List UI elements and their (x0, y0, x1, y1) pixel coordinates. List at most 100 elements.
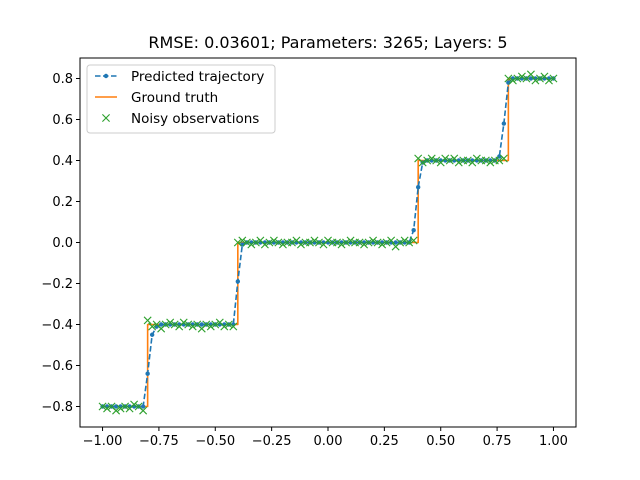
observation-marker (324, 236, 332, 245)
observation-marker (499, 154, 508, 163)
observation-marker (287, 238, 296, 247)
observation-marker (143, 316, 152, 325)
observation-marker (337, 240, 346, 249)
y-tick-label: 0.4 (52, 154, 73, 169)
observation-marker (409, 236, 418, 245)
observation-marker (513, 74, 522, 83)
predicted-point (199, 322, 204, 327)
observation-marker (202, 320, 211, 329)
y-tick-label: 0.6 (52, 113, 73, 128)
observation-marker (260, 240, 269, 249)
observation-marker (441, 154, 450, 163)
x-tick-label: 0.00 (314, 434, 343, 449)
observation-marker (251, 238, 260, 247)
y-tick-label: −0.6 (41, 359, 73, 374)
observation-marker (296, 240, 305, 249)
observation-marker (274, 238, 283, 247)
y-tick-label: 0.0 (52, 236, 73, 251)
x-tick-label: 0.75 (483, 434, 512, 449)
observation-marker (432, 156, 441, 165)
observation-marker (238, 236, 247, 245)
observation-marker (418, 158, 427, 167)
observation-marker (224, 320, 233, 329)
observation-marker (269, 236, 278, 245)
observation-marker (116, 404, 125, 413)
observation-marker (139, 406, 148, 415)
predicted-point (415, 184, 421, 190)
observation-marker (247, 240, 256, 249)
predicted-point (411, 228, 416, 233)
observation-marker (188, 322, 197, 331)
x-tick-label: −0.25 (252, 434, 292, 449)
chart-title: RMSE: 0.03601; Parameters: 3265; Layers:… (148, 33, 507, 52)
x-tick-label: −1.00 (83, 434, 123, 449)
observation-marker (211, 320, 220, 329)
observation-marker (342, 238, 351, 247)
observation-marker (98, 402, 107, 411)
legend-label: Ground truth (131, 90, 218, 106)
legend-label: Predicted trajectory (131, 69, 264, 85)
legend-label: Noisy observations (131, 111, 259, 127)
observation-marker (531, 76, 540, 85)
predicted-point (145, 371, 150, 376)
y-tick-label: 0.8 (52, 72, 73, 87)
observation-marker (486, 158, 495, 167)
observation-marker (130, 400, 139, 409)
observation-marker (405, 238, 414, 247)
predicted-point (140, 404, 146, 409)
observation-marker (148, 322, 157, 331)
legend: Predicted trajectory Ground truth Noisy ob… (86, 64, 276, 134)
observation-marker (184, 320, 193, 329)
observation-marker (445, 156, 454, 165)
observation-marker (265, 238, 274, 247)
observation-marker (508, 76, 517, 85)
x-tick-label: −0.75 (139, 434, 179, 449)
observation-marker (549, 74, 558, 83)
observation-marker (373, 238, 382, 247)
y-tick-label: −0.4 (41, 318, 73, 333)
observation-marker (346, 236, 355, 245)
observation-marker (382, 238, 391, 247)
legend-box (86, 64, 276, 134)
observation-marker (360, 240, 369, 249)
observation-marker (314, 238, 323, 247)
x-tick-label: −0.50 (195, 434, 235, 449)
observation-marker (504, 74, 513, 83)
observation-marker (454, 158, 463, 167)
observation-marker (170, 320, 179, 329)
legend-swatch-noisy-observations (102, 114, 110, 122)
predicted-point (158, 322, 164, 327)
x-tick-label: 0.25 (370, 434, 399, 449)
legend-swatch-predicted-dot (103, 73, 109, 79)
y-tick-label: −0.2 (41, 277, 73, 292)
observation-marker (427, 154, 436, 163)
predicted-point (235, 279, 241, 284)
observation-marker (233, 238, 242, 247)
observation-marker (112, 406, 121, 415)
observation-marker (333, 238, 342, 247)
observation-marker (387, 236, 396, 245)
observation-marker (220, 322, 229, 331)
observation-marker (206, 322, 215, 331)
observation-marker (166, 318, 175, 327)
observation-marker (423, 156, 432, 165)
observation-marker (378, 240, 387, 249)
observation-marker (242, 238, 251, 247)
observation-marker (364, 238, 373, 247)
observation-marker (400, 236, 409, 245)
observation-marker (179, 318, 188, 327)
observation-marker (305, 238, 314, 247)
observation-marker (310, 236, 319, 245)
observation-marker (526, 70, 535, 79)
observation-marker (396, 238, 405, 247)
observation-marker (369, 236, 378, 245)
observation-marker (481, 156, 490, 165)
observation-marker (161, 320, 170, 329)
y-tick-label: −0.8 (41, 400, 73, 415)
data-layer (98, 70, 558, 415)
observation-marker (463, 156, 472, 165)
predicted-point (149, 332, 155, 337)
plot-area: −1.00 −0.75 −0.50 −0.25 0.00 0.25 0.50 0.75 1.00… (41, 57, 577, 449)
